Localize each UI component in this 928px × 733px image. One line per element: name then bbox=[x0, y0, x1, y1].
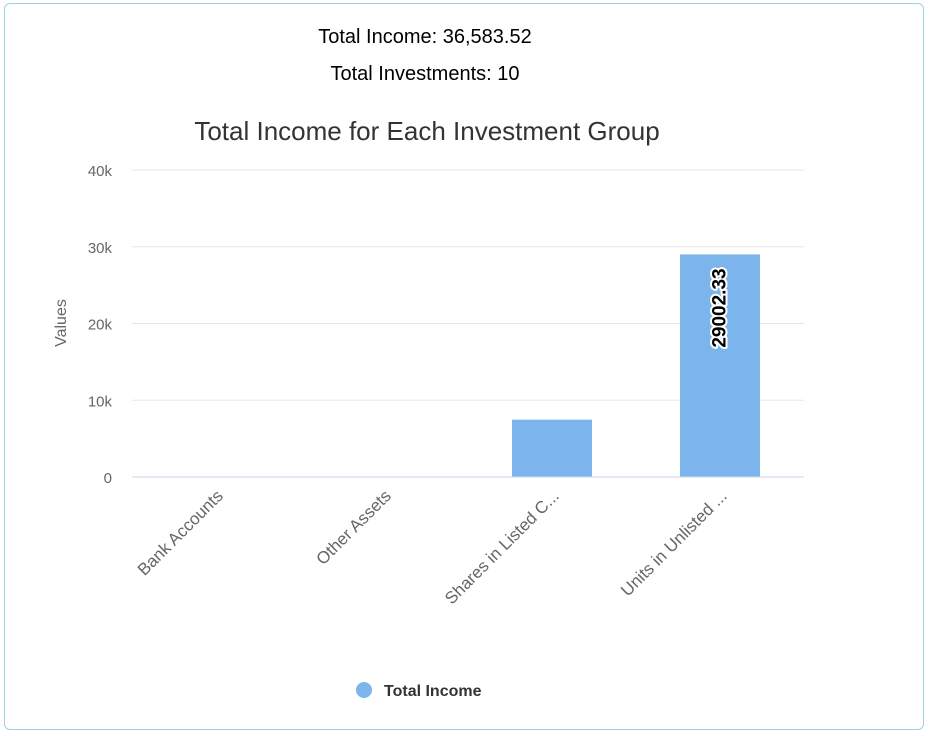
chart-title: Total Income for Each Investment Group bbox=[194, 116, 659, 146]
bars bbox=[512, 254, 760, 477]
legend-item-total-income[interactable]: Total Income bbox=[384, 683, 482, 700]
y-axis-ticks: 0 10k 20k 30k 40k bbox=[88, 163, 113, 487]
bar bbox=[680, 254, 760, 477]
data-label: 29002.33 bbox=[710, 268, 731, 347]
y-tick-label: 20k bbox=[88, 317, 113, 334]
total-income-summary: Total Income: 36,583.52 bbox=[318, 26, 532, 48]
legend-symbol-total-income[interactable] bbox=[356, 682, 372, 698]
x-tick-label: Other Assets bbox=[313, 486, 395, 568]
y-tick-label: 40k bbox=[88, 163, 113, 180]
y-axis-label: Values bbox=[53, 299, 70, 347]
x-axis-ticks: Bank Accounts Other Assets Shares in Liste… bbox=[134, 486, 731, 608]
y-tick-label: 0 bbox=[104, 470, 112, 487]
x-tick-label: Bank Accounts bbox=[134, 486, 227, 579]
total-investments-summary: Total Investments: 10 bbox=[330, 63, 520, 85]
data-labels: 29002.33 bbox=[708, 266, 733, 349]
y-tick-label: 30k bbox=[88, 240, 113, 257]
x-tick-label: Shares in Listed C... bbox=[441, 486, 563, 608]
bar bbox=[512, 419, 592, 477]
y-tick-label: 10k bbox=[88, 393, 113, 410]
x-tick-label: Units in Unlisted ... bbox=[617, 486, 731, 600]
legend[interactable]: Total Income bbox=[356, 682, 482, 700]
chart-card bbox=[4, 3, 924, 730]
